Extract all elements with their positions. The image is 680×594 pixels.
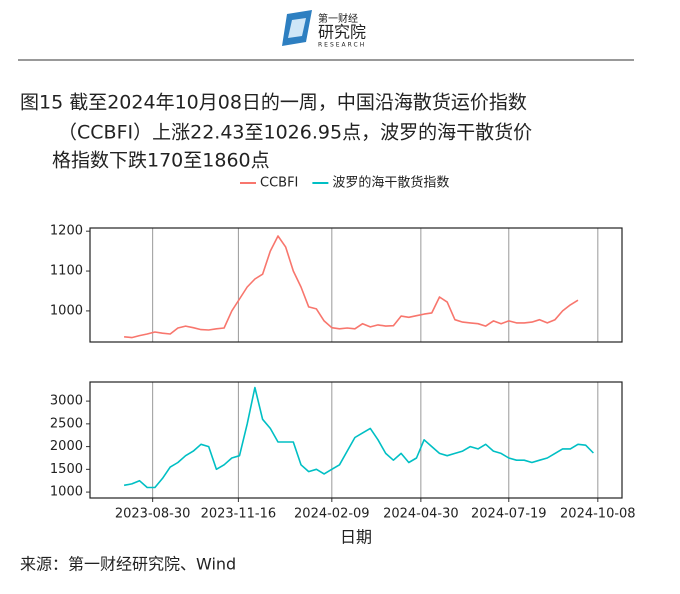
y-tick-label: 3000 (50, 394, 83, 409)
y-tick-label: 2500 (50, 416, 83, 431)
logo-main: 研究院 (318, 23, 366, 42)
x-tick-label: 2024-10-08 (560, 507, 636, 522)
y-tick-label: 1500 (50, 462, 83, 477)
figure-title: 图15 截至2024年10月08日的一周，中国沿海散货运价指数 (20, 92, 527, 114)
y-tick-label: 2000 (50, 439, 83, 454)
x-tick-label: 2023-08-30 (115, 507, 191, 522)
y-tick-label: 1100 (50, 264, 83, 279)
x-axis-label: 日期 (340, 528, 372, 547)
panel-frame (89, 381, 623, 499)
x-tick-label: 2024-02-09 (294, 507, 370, 522)
series-line (124, 235, 579, 339)
series-line (123, 386, 594, 489)
y-tick-label: 1000 (50, 485, 83, 500)
logo-top: 第一财经 (318, 12, 358, 25)
x-tick-label: 2023-11-16 (201, 507, 277, 522)
legend-label: CCBFI (260, 176, 298, 191)
logo-sub: RESEARCH (318, 42, 366, 49)
logo-icon-inner (288, 18, 306, 38)
figure-title: （CCBFI）上涨22.43至1026.95点，波罗的海干散货价 (58, 122, 532, 144)
y-tick-label: 1000 (50, 303, 83, 318)
x-tick-label: 2024-04-30 (383, 507, 459, 522)
y-tick-label: 1200 (50, 224, 83, 239)
source: 来源：第一财经研究院、Wind (20, 555, 236, 574)
logo: 第一财经 研究院 RESEARCH (282, 10, 366, 49)
figure-title: 格指数下跌170至1860点 (52, 150, 270, 172)
legend-label: 波罗的海干散货指数 (332, 175, 449, 191)
panel-frame (89, 227, 623, 343)
x-tick-label: 2024-07-19 (471, 507, 547, 522)
